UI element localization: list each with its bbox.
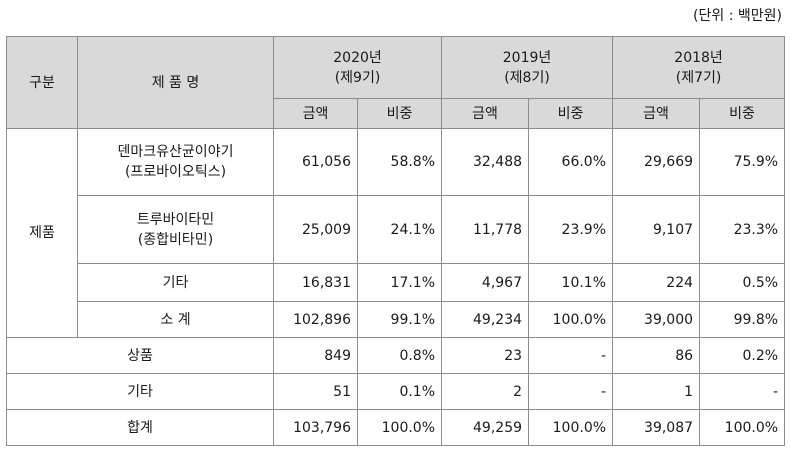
row-label: 상품 — [6, 337, 274, 374]
subtotal-label: 소 계 — [77, 301, 274, 338]
header-ratio: 비중 — [528, 98, 614, 129]
cell-amount: 9,107 — [612, 195, 701, 264]
cell-amount: 103,796 — [273, 409, 358, 446]
table-row: 상품 849 0.8% 23 - 86 0.2% — [6, 337, 786, 374]
group-label: 제품 — [6, 128, 78, 338]
cell-amount: 39,087 — [612, 409, 701, 446]
cell-ratio: 75.9% — [699, 128, 786, 196]
row-label: 기타 — [6, 373, 274, 410]
cell-amount: 39,000 — [612, 301, 701, 338]
cell-ratio: 0.5% — [699, 263, 786, 302]
cell-ratio: 17.1% — [356, 263, 443, 302]
cell-ratio: - — [528, 337, 614, 374]
cell-amount: 224 — [612, 263, 701, 302]
cell-ratio: 99.1% — [356, 301, 443, 338]
header-category: 구분 — [6, 36, 78, 129]
header-year-2019: 2019년 (제8기) — [441, 36, 614, 99]
cell-ratio: - — [699, 373, 786, 410]
unit-note: (단위 : 백만원) — [693, 8, 782, 24]
table-row: 기타 16,831 17.1% 4,967 10.1% 224 0.5% — [7, 263, 786, 302]
header-year-2020: 2020년 (제9기) — [272, 36, 443, 99]
cell-ratio: 10.1% — [528, 263, 614, 302]
cell-ratio: 100.0% — [528, 409, 614, 446]
cell-ratio: 0.2% — [699, 337, 786, 374]
cell-amount: 102,896 — [273, 301, 358, 338]
cell-ratio: 100.0% — [699, 409, 786, 446]
subtotal-row: 소 계 102,896 99.1% 49,234 100.0% 39,000 9… — [7, 301, 786, 338]
header-amount: 금액 — [612, 98, 701, 129]
cell-amount: 849 — [273, 337, 358, 374]
header-year-2018: 2018년 (제7기) — [612, 36, 786, 99]
table-row: 기타 51 0.1% 2 - 1 - — [6, 373, 786, 410]
cell-amount: 1 — [612, 373, 701, 410]
cell-amount: 23 — [441, 337, 530, 374]
product-sales-table: 구분 제 품 명 2020년 (제9기) 2019년 (제8기) 2018년 (… — [6, 36, 786, 446]
cell-ratio: 58.8% — [356, 128, 443, 196]
cell-amount: 61,056 — [273, 128, 358, 196]
product-name: 기타 — [77, 263, 274, 302]
total-row: 합계 103,796 100.0% 49,259 100.0% 39,087 1… — [6, 409, 786, 446]
product-name: 트루바이타민 (종합비타민) — [77, 195, 274, 264]
cell-amount: 49,259 — [441, 409, 530, 446]
table-row: 제품 덴마크유산균이야기 (프로바이오틱스) 61,056 58.8% 32,4… — [6, 128, 786, 338]
cell-ratio: 99.8% — [699, 301, 786, 338]
cell-amount: 2 — [441, 373, 530, 410]
cell-ratio: 23.9% — [528, 195, 614, 264]
cell-ratio: 23.3% — [699, 195, 786, 264]
cell-amount: 11,778 — [441, 195, 530, 264]
cell-amount: 4,967 — [441, 263, 530, 302]
header-ratio: 비중 — [699, 98, 786, 129]
cell-ratio: 24.1% — [356, 195, 443, 264]
cell-ratio: 0.1% — [356, 373, 443, 410]
total-label: 합계 — [6, 409, 274, 446]
cell-amount: 25,009 — [273, 195, 358, 264]
cell-ratio: 0.8% — [356, 337, 443, 374]
cell-ratio: 100.0% — [528, 301, 614, 338]
cell-amount: 86 — [612, 337, 701, 374]
table-row: 트루바이타민 (종합비타민) 25,009 24.1% 11,778 23.9%… — [7, 195, 786, 264]
product-name: 덴마크유산균이야기 (프로바이오틱스) — [77, 128, 274, 196]
cell-amount: 32,488 — [441, 128, 530, 196]
cell-ratio: 100.0% — [356, 409, 443, 446]
cell-amount: 16,831 — [273, 263, 358, 302]
header-product-name: 제 품 명 — [77, 36, 274, 129]
cell-ratio: 66.0% — [528, 128, 614, 196]
cell-amount: 29,669 — [612, 128, 701, 196]
header-amount: 금액 — [273, 98, 358, 129]
header-ratio: 비중 — [356, 98, 443, 129]
cell-ratio: - — [528, 373, 614, 410]
cell-amount: 51 — [273, 373, 358, 410]
header-amount: 금액 — [441, 98, 530, 129]
cell-amount: 49,234 — [441, 301, 530, 338]
